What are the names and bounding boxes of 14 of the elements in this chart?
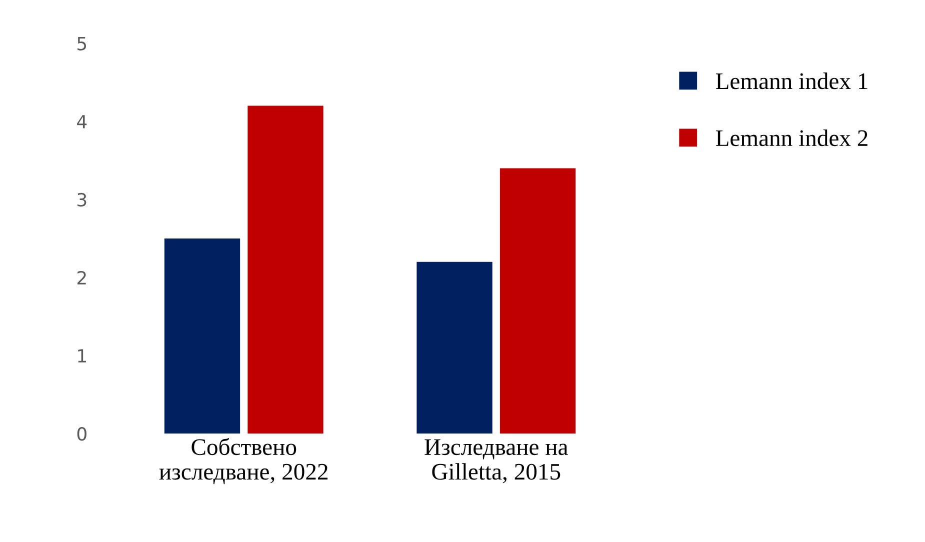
legend-label: Lemann index 1 — [716, 72, 868, 90]
legend-label: Lemann index 2 — [716, 130, 868, 146]
y-tick-label: 3 — [78, 192, 86, 207]
bar — [500, 168, 576, 434]
y-tick-label: 2 — [77, 270, 86, 284]
x-tick-label: Изследване на Gilletta, 2015 — [424, 439, 568, 484]
bar — [164, 238, 240, 434]
bar — [416, 262, 492, 434]
y-tick-label: 5 — [78, 37, 86, 50]
y-tick-label: 0 — [77, 427, 86, 441]
x-tick-label: Собствено изследване, 2022 — [159, 438, 328, 484]
y-tick-label: 4 — [77, 115, 87, 128]
y-tick-label: 1 — [78, 349, 86, 362]
bar — [248, 106, 324, 434]
